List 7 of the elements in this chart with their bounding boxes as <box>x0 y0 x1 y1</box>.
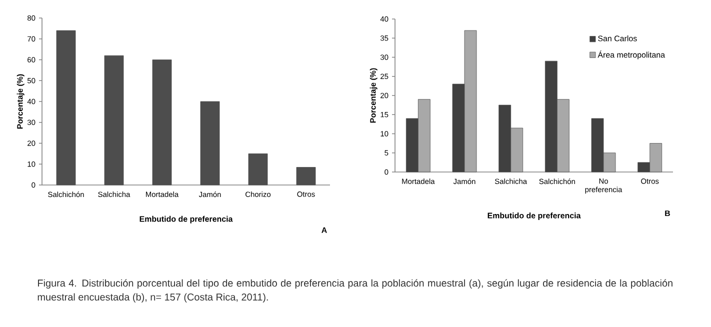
text: Figura 4. Distribución porcentual del tipo de embutido de preferencia para la población muestral (a), según lugar de residencia de la población muestral encuestada (b), n= 157 (Costa Rica, 2011). <box>38 279 672 303</box>
bar <box>56 30 76 186</box>
bar <box>104 55 124 186</box>
bar <box>152 60 172 186</box>
bar <box>200 101 220 186</box>
bar <box>296 167 316 186</box>
bar <box>248 153 268 186</box>
